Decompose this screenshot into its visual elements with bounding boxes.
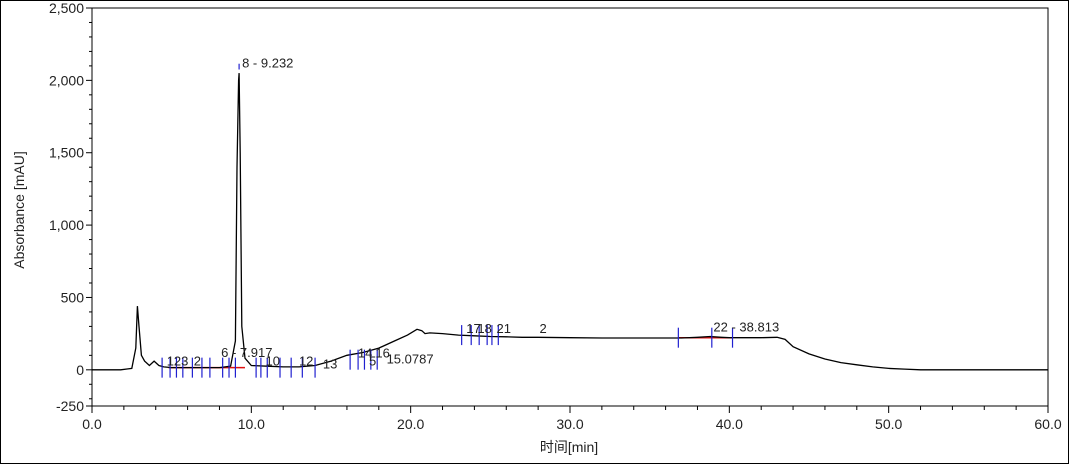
y-axis: -250 0 500 1,000 1,500 2,000 2,500: [49, 0, 92, 414]
peak-annotation: 21: [497, 321, 511, 336]
peak-annotation: 10: [265, 353, 279, 368]
peak-annotation: 17: [466, 321, 480, 336]
peak-annotation: 5: [369, 353, 376, 368]
x-axis-label-unit: [min]: [568, 439, 598, 455]
peak-annotation: 15.0787: [387, 351, 434, 366]
x-tick-label: 50.0: [875, 416, 902, 432]
y-tick-label: -250: [56, 398, 84, 414]
peak-annotation: 18: [477, 321, 491, 336]
x-tick-label: 10.0: [238, 416, 265, 432]
peak-annotation: 14: [358, 346, 372, 361]
x-axis-label: 时间[min]: [540, 439, 598, 455]
peak-annotation: 13: [323, 356, 337, 371]
x-tick-label: 40.0: [716, 416, 743, 432]
y-tick-label: 2,000: [49, 72, 84, 88]
peak-annotation: 16: [375, 346, 389, 361]
peak-annotation: 22 - 38.813: [713, 319, 779, 334]
y-tick-label: 0: [76, 362, 84, 378]
plot-area: 8 - 9.232 22 - 38.813 6 - 7.917 14 1615.0787…: [92, 55, 1048, 378]
peak-annotation: 2: [194, 353, 201, 368]
y-tick-label: 1,000: [49, 217, 84, 233]
y-tick-label: 500: [61, 289, 85, 305]
x-axis: 0.0 10.0 20.0 30.0 40.0 50.0 60.0: [82, 406, 1062, 432]
x-axis-label-cn: 时间: [540, 439, 568, 455]
y-axis-label: Absorbance [mAU]: [11, 151, 27, 269]
x-tick-label: 0.0: [82, 416, 102, 432]
y-tick-label: 1,500: [49, 145, 84, 161]
x-tick-label: 30.0: [556, 416, 583, 432]
peak-annotation: 2: [540, 321, 547, 336]
x-tick-label: 60.0: [1034, 416, 1061, 432]
x-tick-label: 20.0: [397, 416, 424, 432]
peak-annotation: 123: [167, 353, 189, 368]
y-tick-label: 2,500: [49, 0, 84, 16]
peak-annotation: 12: [299, 353, 313, 368]
peak-annotation: 6 - 7.917: [221, 345, 272, 360]
peak-annotation: 8 - 9.232: [242, 55, 293, 70]
